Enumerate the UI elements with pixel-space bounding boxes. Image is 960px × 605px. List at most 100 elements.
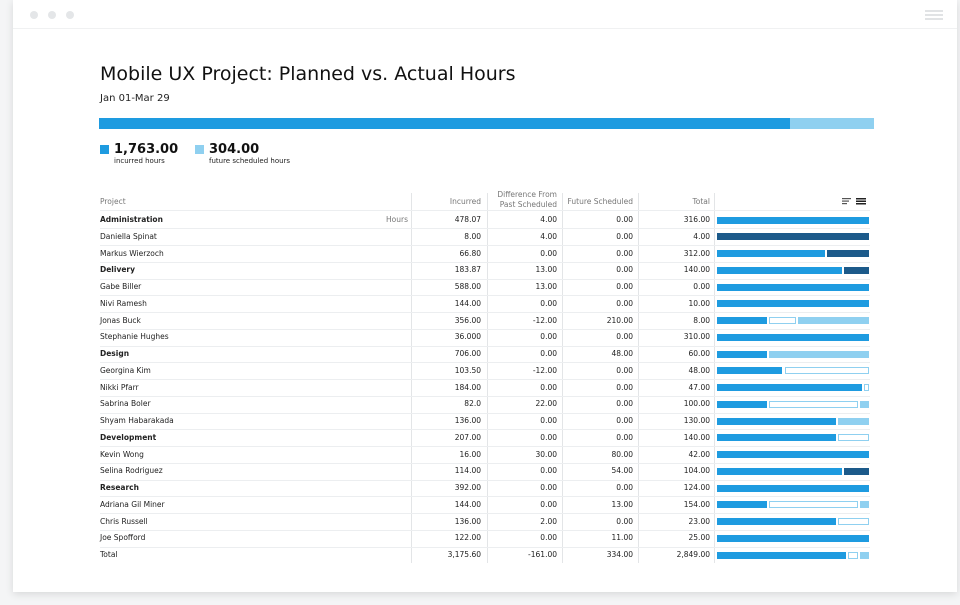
incurred-bar: [99, 118, 790, 129]
row-name: Jonas Buck: [100, 315, 141, 325]
cell-value: 22.00: [535, 399, 557, 409]
row-divider: [100, 261, 870, 263]
cell-value: 0.00: [540, 416, 557, 425]
cell-value: 0.00: [540, 382, 557, 392]
row-divider: [100, 412, 870, 414]
row-name: Stephanie Hughes: [100, 332, 169, 342]
title: Mobile UX Project: Planned vs. Actual Ho…: [100, 63, 516, 85]
column-divider: [487, 193, 488, 563]
row-divider: [100, 513, 870, 515]
window-dot: [30, 11, 38, 19]
cell-value: 0.00: [540, 349, 557, 358]
cell-value: 184.00: [454, 382, 481, 392]
cell-value: 16.00: [459, 449, 481, 459]
column-header: Incurred: [449, 197, 481, 206]
cell-value: 310.00: [683, 332, 710, 342]
cell-value: 3,175.60: [447, 550, 481, 559]
cell-value: 154.00: [683, 499, 710, 509]
row-name: Total: [100, 550, 118, 559]
cell-value: 23.00: [688, 516, 710, 526]
window-dot: [66, 11, 74, 19]
row-divider: [100, 479, 870, 481]
window: Mobile UX Project: Planned vs. Actual Ho…: [13, 0, 957, 592]
cell-value: 13.00: [611, 499, 633, 509]
row-bar: [838, 434, 869, 442]
row-name: Markus Wierzoch: [100, 248, 164, 258]
row-divider: [100, 362, 870, 364]
row-bar: [717, 333, 869, 341]
cell-value: 114.00: [454, 466, 481, 476]
cell-value: 13.00: [535, 282, 557, 291]
cell-value: 104.00: [683, 466, 710, 476]
row-bar: [717, 317, 767, 324]
cell-value: 0.00: [616, 416, 633, 425]
row-bar: [717, 266, 842, 274]
cell-value: 82.0: [464, 399, 481, 409]
row-name: Gabe Biller: [100, 282, 142, 291]
cell-value: 36.000: [454, 332, 481, 342]
column-divider: [411, 193, 412, 563]
cell-value: 0.00: [616, 382, 633, 392]
column-divider: [562, 193, 563, 563]
row-divider: [100, 446, 870, 448]
subtitle: Jan 01-Mar 29: [100, 93, 170, 104]
row-divider: [100, 210, 870, 211]
window-dot: [48, 11, 56, 19]
row-bar: [798, 317, 869, 324]
column-header: Future Scheduled: [567, 197, 634, 206]
cell-value: 8.00: [464, 231, 481, 241]
cell-value: 103.50: [454, 365, 481, 375]
cell-value: 0.00: [616, 332, 633, 342]
row-name: Nikki Pfarr: [100, 382, 139, 392]
cell-value: 356.00: [454, 315, 481, 325]
cell-value: 0.00: [616, 248, 633, 258]
row-name: Selina Rodriguez: [100, 466, 163, 476]
row-name: Georgina Kim: [100, 365, 151, 375]
cell-value: 66.80: [459, 248, 481, 258]
row-divider: [100, 245, 870, 247]
row-bar: [717, 551, 846, 559]
row-divider: [100, 228, 870, 230]
cell-value: 0.00: [616, 215, 633, 224]
cell-value: 30.00: [535, 449, 557, 459]
column-header: Total: [692, 197, 710, 206]
row-name: Joe Spofford: [100, 533, 146, 543]
cell-value: 0.00: [540, 466, 557, 476]
cell-value: 47.00: [688, 382, 710, 392]
cell-value: 100.00: [683, 399, 710, 409]
row-bar: [838, 518, 869, 525]
menu-icon[interactable]: [925, 10, 943, 12]
cell-value: 0.00: [616, 282, 633, 291]
row-bar: [717, 467, 842, 475]
row-divider: [100, 295, 870, 297]
cell-value: 183.87: [454, 265, 481, 275]
row-divider: [100, 312, 870, 314]
row-name: Delivery: [100, 265, 136, 275]
cell-value: 0.00: [616, 231, 633, 241]
summary-value: 1,763.00: [114, 142, 179, 157]
cell-value: -12.00: [532, 315, 557, 325]
row-bar: [844, 467, 869, 475]
cell-value: -12.00: [532, 365, 557, 375]
menu-icon[interactable]: [925, 14, 943, 16]
cell-value: 210.00: [606, 315, 633, 325]
row-divider: [100, 462, 870, 464]
cell-value: 0.00: [616, 365, 633, 375]
cell-value: 2.00: [540, 516, 557, 526]
cell-value: 0.00: [540, 332, 557, 342]
cell-value: 2,849.00: [676, 550, 710, 559]
row-name: Design: [100, 349, 130, 358]
legend-swatch: [100, 145, 109, 154]
cell-value: 0.00: [540, 432, 557, 442]
cell-value: 60.00: [688, 349, 710, 358]
row-unit: Hours: [386, 215, 408, 224]
row-bar: [848, 551, 858, 559]
row-bar: [717, 233, 869, 241]
row-bar: [717, 250, 825, 257]
toolbar-border: [13, 28, 957, 29]
cell-value: 140.00: [683, 432, 710, 442]
cell-value: 0.00: [540, 483, 557, 492]
menu-icon[interactable]: [925, 18, 943, 20]
view-icons[interactable]: [842, 198, 866, 206]
row-bar: [717, 367, 782, 375]
